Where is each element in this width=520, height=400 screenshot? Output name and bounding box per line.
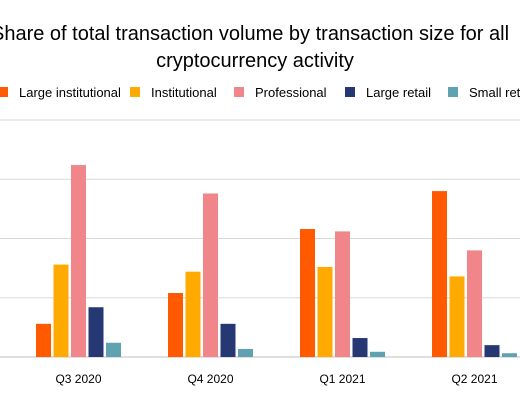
x-tick-label: Q2 2021 — [451, 372, 497, 386]
legend-label: Large institutional — [19, 85, 121, 100]
legend-label: Professional — [255, 85, 327, 100]
bar-small-retail-q3-2020 — [106, 342, 121, 357]
legend: Large institutional Institutional Professi… — [0, 85, 520, 100]
bar-large-institutional-q4-2020 — [168, 293, 183, 357]
bar-small-retail-q4-2020 — [238, 348, 253, 357]
legend-label: Institutional — [151, 85, 217, 100]
legend-swatch — [345, 87, 355, 97]
x-tick-labels: Q3 2020 Q4 2020 Q1 2021 Q2 2021 — [55, 372, 497, 386]
bar-professional-q1-2021 — [335, 231, 350, 357]
bar-institutional-q4-2020 — [185, 271, 201, 357]
legend-label: Large retail — [366, 85, 431, 100]
x-tick-label: Q1 2021 — [319, 372, 365, 386]
legend-label: Small retail — [469, 85, 520, 100]
bar-large-retail-q3-2020 — [88, 307, 104, 357]
bar-small-retail-q1-2021 — [370, 351, 385, 357]
bar-small-retail-q2-2021 — [502, 353, 517, 357]
bar-large-institutional-q3-2020 — [36, 323, 51, 357]
legend-swatch — [234, 87, 244, 97]
bar-professional-q2-2021 — [467, 250, 482, 357]
bar-professional-q3-2020 — [71, 165, 86, 357]
bar-large-retail-q1-2021 — [352, 338, 368, 357]
bar-large-retail-q2-2021 — [484, 345, 500, 357]
bar-institutional-q3-2020 — [53, 264, 69, 357]
x-tick-label: Q3 2020 — [55, 372, 101, 386]
legend-swatch — [448, 87, 458, 97]
x-tick-label: Q4 2020 — [187, 372, 233, 386]
bars — [36, 165, 517, 357]
legend-swatch — [130, 87, 140, 97]
bar-professional-q4-2020 — [203, 193, 218, 357]
bar-large-institutional-q2-2021 — [432, 191, 447, 357]
bar-large-institutional-q1-2021 — [300, 229, 315, 357]
bar-institutional-q2-2021 — [449, 276, 465, 357]
chart-title-line-2: cryptocurrency activity — [156, 50, 354, 72]
chart-title-line-1: Share of total transaction volume by tra… — [0, 23, 509, 45]
bar-large-retail-q4-2020 — [220, 323, 236, 357]
legend-swatch — [0, 87, 8, 97]
bar-institutional-q1-2021 — [317, 266, 333, 357]
